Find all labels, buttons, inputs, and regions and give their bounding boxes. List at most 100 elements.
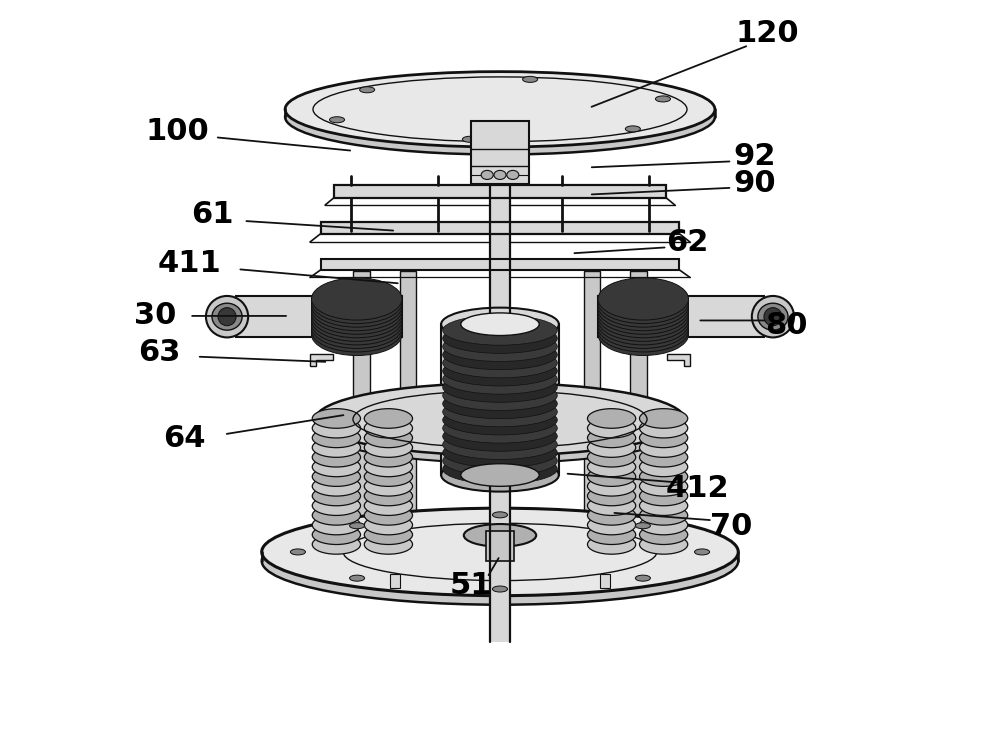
- Ellipse shape: [639, 428, 688, 448]
- Ellipse shape: [350, 575, 365, 581]
- Ellipse shape: [364, 525, 413, 544]
- Ellipse shape: [350, 523, 365, 529]
- Ellipse shape: [312, 409, 361, 428]
- Ellipse shape: [312, 515, 361, 535]
- Ellipse shape: [312, 285, 402, 327]
- Ellipse shape: [639, 477, 688, 496]
- Ellipse shape: [312, 310, 402, 352]
- Ellipse shape: [443, 364, 557, 394]
- Ellipse shape: [443, 446, 557, 476]
- Ellipse shape: [587, 486, 636, 506]
- Ellipse shape: [625, 126, 640, 132]
- Text: 100: 100: [145, 117, 209, 146]
- Ellipse shape: [443, 348, 557, 378]
- Ellipse shape: [523, 76, 538, 82]
- Ellipse shape: [441, 458, 559, 492]
- Ellipse shape: [587, 447, 636, 467]
- Bar: [390, 574, 400, 587]
- Ellipse shape: [285, 72, 715, 147]
- Ellipse shape: [695, 549, 710, 555]
- Ellipse shape: [315, 383, 685, 455]
- Ellipse shape: [443, 332, 557, 361]
- Ellipse shape: [635, 575, 650, 581]
- Ellipse shape: [764, 308, 782, 326]
- Ellipse shape: [587, 505, 636, 525]
- Ellipse shape: [507, 170, 519, 179]
- Ellipse shape: [312, 314, 402, 356]
- Ellipse shape: [312, 299, 402, 342]
- Ellipse shape: [443, 381, 557, 410]
- Ellipse shape: [443, 323, 557, 354]
- Ellipse shape: [587, 535, 636, 554]
- Ellipse shape: [312, 418, 361, 438]
- Ellipse shape: [598, 310, 688, 352]
- Ellipse shape: [364, 486, 413, 506]
- Ellipse shape: [598, 296, 688, 338]
- Ellipse shape: [312, 496, 361, 516]
- Bar: [400, 271, 416, 544]
- Text: 51: 51: [450, 571, 493, 599]
- Ellipse shape: [315, 391, 685, 463]
- Ellipse shape: [443, 389, 557, 418]
- Ellipse shape: [443, 397, 557, 427]
- Polygon shape: [310, 354, 333, 366]
- Ellipse shape: [312, 289, 402, 331]
- Ellipse shape: [598, 289, 688, 331]
- Ellipse shape: [443, 438, 557, 467]
- Bar: [236, 296, 402, 338]
- Ellipse shape: [312, 292, 402, 334]
- Ellipse shape: [364, 438, 413, 458]
- Ellipse shape: [639, 467, 688, 486]
- Ellipse shape: [312, 505, 361, 525]
- Ellipse shape: [639, 525, 688, 544]
- Ellipse shape: [752, 296, 794, 338]
- Ellipse shape: [462, 136, 477, 143]
- Ellipse shape: [639, 486, 688, 506]
- Ellipse shape: [758, 303, 788, 330]
- Ellipse shape: [598, 299, 688, 342]
- Ellipse shape: [598, 314, 688, 356]
- Ellipse shape: [262, 517, 738, 605]
- Ellipse shape: [587, 477, 636, 496]
- Ellipse shape: [598, 292, 688, 334]
- Ellipse shape: [639, 418, 688, 438]
- Text: 61: 61: [191, 200, 233, 228]
- Ellipse shape: [492, 512, 508, 518]
- Ellipse shape: [655, 96, 671, 102]
- Ellipse shape: [312, 281, 402, 323]
- Ellipse shape: [587, 525, 636, 544]
- Bar: [598, 296, 764, 338]
- Ellipse shape: [364, 447, 413, 467]
- Ellipse shape: [262, 508, 738, 596]
- Ellipse shape: [312, 447, 361, 467]
- Ellipse shape: [364, 515, 413, 535]
- Polygon shape: [667, 354, 690, 366]
- Bar: [486, 531, 514, 561]
- Ellipse shape: [464, 524, 536, 547]
- Bar: [390, 507, 400, 521]
- Ellipse shape: [639, 457, 688, 477]
- Ellipse shape: [364, 418, 413, 438]
- Text: 30: 30: [134, 301, 177, 329]
- Bar: [471, 121, 529, 184]
- Ellipse shape: [587, 457, 636, 477]
- Ellipse shape: [312, 277, 402, 320]
- Ellipse shape: [639, 496, 688, 516]
- Ellipse shape: [312, 486, 361, 506]
- Ellipse shape: [443, 315, 557, 345]
- Ellipse shape: [312, 438, 361, 458]
- Ellipse shape: [312, 477, 361, 496]
- Bar: [490, 121, 510, 642]
- Ellipse shape: [364, 457, 413, 477]
- Ellipse shape: [312, 457, 361, 477]
- Text: 64: 64: [164, 425, 206, 453]
- Ellipse shape: [285, 79, 715, 155]
- Text: 120: 120: [736, 20, 799, 48]
- Ellipse shape: [312, 535, 361, 554]
- Ellipse shape: [639, 535, 688, 554]
- Ellipse shape: [598, 302, 688, 345]
- Bar: [630, 271, 647, 544]
- Bar: [441, 324, 559, 475]
- Text: 63: 63: [138, 339, 180, 367]
- Ellipse shape: [598, 277, 688, 320]
